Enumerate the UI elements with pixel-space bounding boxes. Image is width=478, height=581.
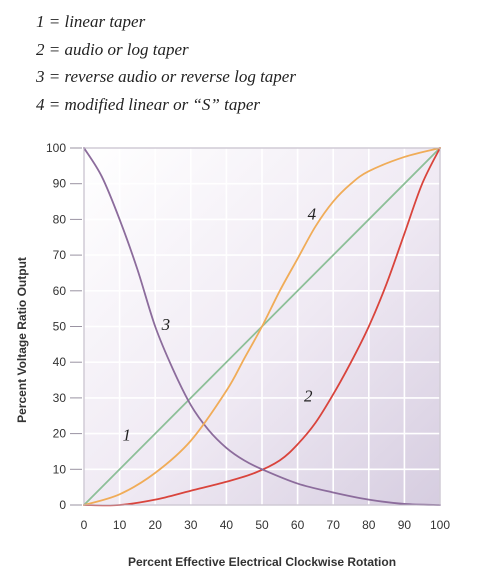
x-tick-label: 0 (81, 518, 88, 532)
x-tick-label: 80 (362, 518, 376, 532)
x-tick-label: 40 (220, 518, 234, 532)
y-tick-label: 80 (53, 212, 67, 226)
curve-label-3: 3 (161, 315, 171, 334)
curve-4 (83, 147, 441, 506)
y-axis-ticks: 0 10 20 30 40 50 60 70 80 90 100 (46, 141, 82, 512)
curves (83, 147, 441, 507)
curve-label-2: 2 (304, 386, 313, 405)
curve-key-item-3: 3 = reverse audio or reverse log taper (36, 67, 296, 86)
curve-2 (83, 147, 441, 507)
y-tick-label: 40 (53, 355, 67, 369)
x-tick-label: 10 (113, 518, 127, 532)
x-tick-label: 100 (430, 518, 450, 532)
y-tick-label: 90 (53, 177, 67, 191)
y-tick-label: 60 (53, 284, 67, 298)
y-tick-label: 50 (53, 320, 67, 334)
grid (83, 147, 441, 506)
curve-key-item-1: 1 = linear taper (36, 12, 146, 31)
x-tick-label: 50 (255, 518, 269, 532)
curve-labels: 1 2 3 4 (122, 204, 316, 444)
x-tick-label: 90 (398, 518, 412, 532)
y-tick-label: 10 (53, 462, 67, 476)
x-tick-label: 20 (149, 518, 163, 532)
x-axis-ticks: 0 10 20 30 40 50 60 70 80 90 100 (81, 518, 451, 532)
y-tick-label: 0 (59, 498, 66, 512)
curve-key: 1 = linear taper 2 = audio or log taper … (36, 8, 296, 118)
curve-3 (83, 147, 441, 506)
y-tick-label: 70 (53, 248, 67, 262)
plot-frame (83, 147, 441, 506)
curve-label-4: 4 (308, 204, 317, 223)
y-tick-label: 100 (46, 141, 66, 155)
x-axis-title: Percent Effective Electrical Clockwise R… (128, 555, 396, 569)
y-tick-label: 30 (53, 391, 67, 405)
x-tick-label: 70 (327, 518, 341, 532)
y-axis-title: Percent Voltage Ratio Output (15, 257, 29, 423)
curve-key-item-2: 2 = audio or log taper (36, 39, 189, 59)
y-tick-label: 20 (53, 427, 67, 441)
curve-label-1: 1 (122, 426, 131, 445)
x-tick-label: 60 (291, 518, 305, 532)
curve-key-item-4: 4 = modified linear or “S” taper (36, 94, 260, 114)
x-tick-label: 30 (184, 518, 198, 532)
